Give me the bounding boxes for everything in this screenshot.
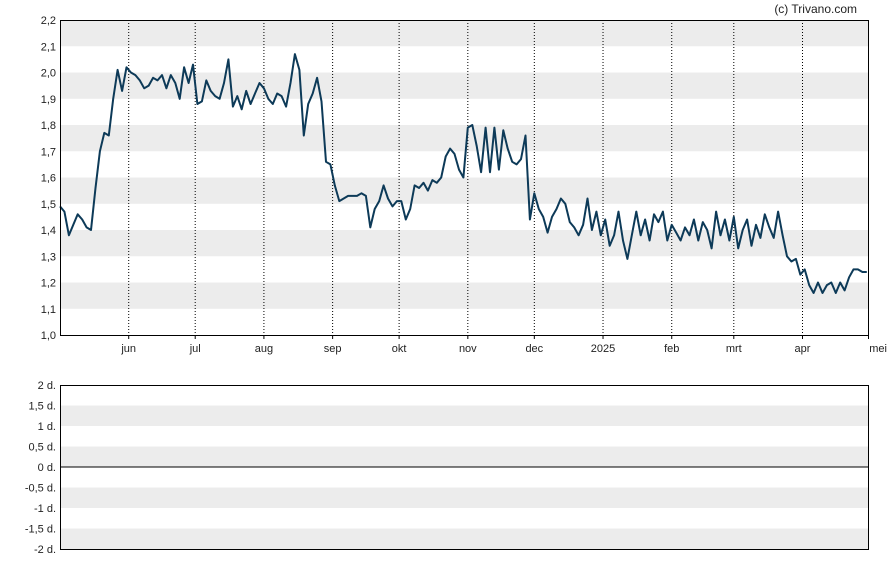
x-tick-label: feb	[664, 343, 679, 355]
bottom-y-tick-label: -1,5 d.	[25, 524, 56, 536]
bottom-y-tick-label: 2 d.	[38, 380, 56, 392]
top-y-tick-label: 2,2	[41, 15, 56, 27]
credit-text: (c) Trivano.com	[774, 2, 857, 16]
bottom-y-tick-label: -0,5 d.	[25, 483, 56, 495]
bottom-band	[60, 487, 869, 508]
top-y-tick-label: 1,9	[41, 94, 56, 106]
top-band	[60, 125, 869, 152]
bottom-band	[60, 446, 869, 467]
x-tick-label: jul	[189, 343, 201, 355]
price-series-line	[59, 53, 867, 294]
x-tick-label: apr	[795, 343, 811, 355]
bottom-y-tick-label: 1 d.	[38, 421, 56, 433]
top-y-tick-label: 2,1	[41, 41, 56, 53]
top-y-tick-label: 1,8	[41, 120, 56, 132]
top-y-tick-label: 1,0	[41, 330, 56, 342]
top-panel-x-ticks: jun jul aug sep okt nov dec 2025 feb mrt apr mei	[120, 335, 887, 355]
x-tick-label: dec	[525, 343, 543, 355]
top-band	[60, 282, 869, 309]
top-y-tick-label: 1,5	[41, 199, 56, 211]
top-y-tick-label: 2,0	[41, 68, 56, 80]
top-band	[60, 20, 869, 47]
top-y-tick-label: 1,7	[41, 146, 56, 158]
x-tick-label: jun	[120, 343, 136, 355]
top-band	[60, 230, 869, 257]
top-band	[60, 177, 869, 204]
bottom-y-tick-label: 1,5 d.	[28, 401, 56, 413]
x-tick-label: nov	[459, 343, 477, 355]
bottom-band	[60, 405, 869, 426]
x-tick-label: sep	[324, 343, 342, 355]
top-y-tick-label: 1,1	[41, 304, 56, 316]
bottom-panel-y-ticks: -2 d. -1,5 d. -1 d. -0,5 d. 0 d. 0,5 d. 1 d. 1,…	[25, 380, 56, 556]
x-tick-label: mrt	[726, 343, 742, 355]
top-panel-y-ticks: 1,0 1,1 1,2 1,3 1,4 1,5 1,6 1,7 1,8 1,9 2,0 2,1 2,2	[41, 15, 56, 342]
top-panel-frame	[60, 20, 869, 336]
top-y-tick-label: 1,2	[41, 278, 56, 290]
bottom-y-tick-label: 0,5 d.	[28, 442, 56, 454]
x-tick-label: 2025	[591, 343, 615, 355]
x-tick-label: mei	[869, 343, 887, 355]
bottom-y-tick-label: -2 d.	[34, 544, 56, 556]
bottom-panel-frame	[60, 385, 869, 550]
x-tick-label: aug	[255, 343, 273, 355]
bottom-band	[60, 528, 869, 549]
x-tick-label: okt	[392, 343, 407, 355]
top-y-tick-label: 1,4	[41, 225, 56, 237]
top-y-tick-label: 1,3	[41, 251, 56, 263]
bottom-y-tick-label: 0 d.	[38, 462, 56, 474]
top-y-tick-label: 1,6	[41, 173, 56, 185]
bottom-panel-bands	[60, 405, 869, 549]
bottom-y-tick-label: -1 d.	[34, 503, 56, 515]
